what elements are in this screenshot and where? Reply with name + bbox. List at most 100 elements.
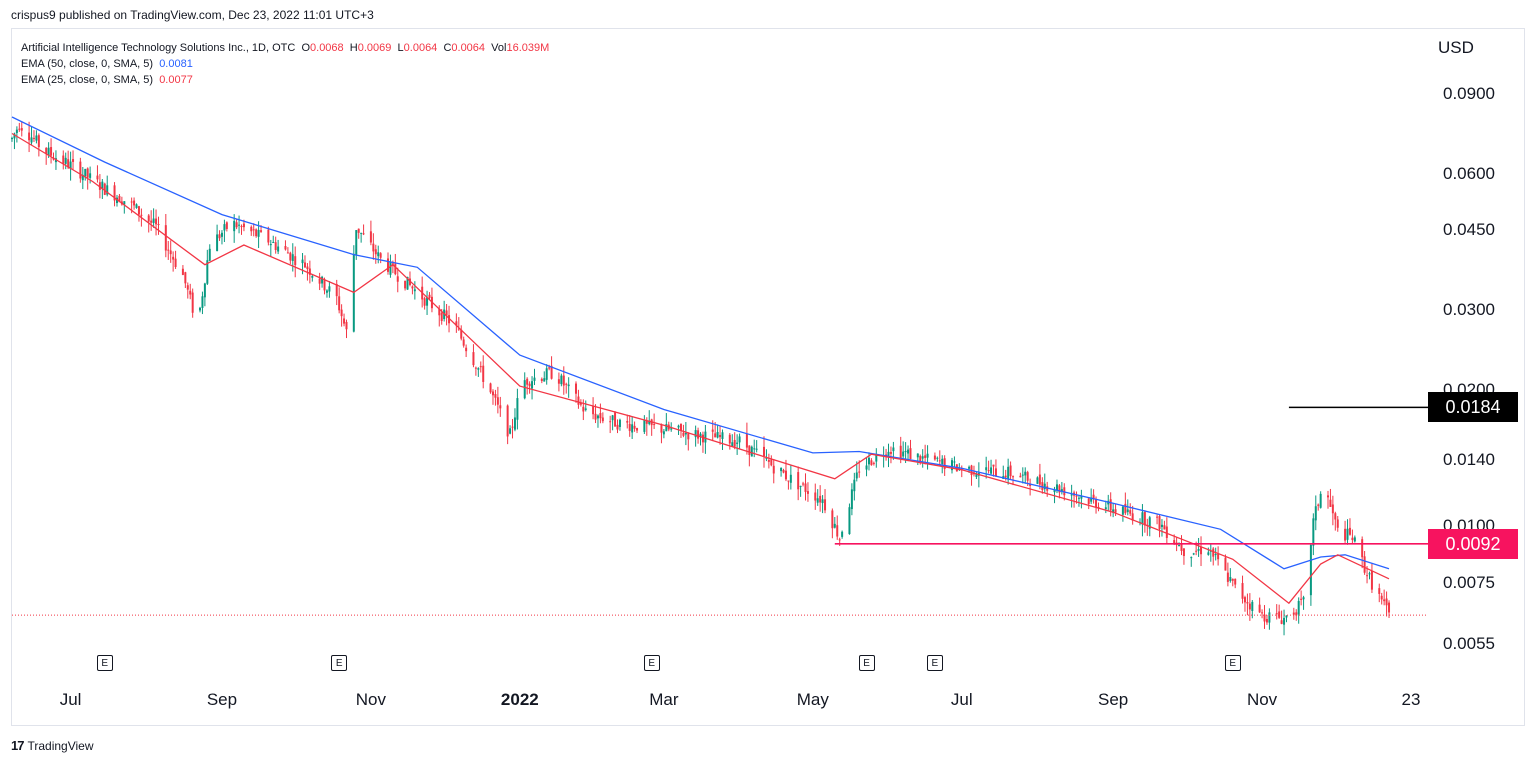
- earnings-marker[interactable]: E: [858, 655, 875, 671]
- candle: [225, 221, 228, 232]
- candle: [325, 289, 328, 298]
- candle: [513, 408, 516, 432]
- candle: [509, 425, 512, 435]
- candle: [1370, 563, 1373, 594]
- candle: [831, 508, 834, 539]
- candle: [191, 288, 194, 318]
- candle: [582, 399, 585, 421]
- ema50-line: [11, 116, 1390, 570]
- earnings-marker[interactable]: E: [96, 655, 113, 671]
- candle: [1080, 489, 1083, 509]
- candle: [377, 245, 380, 264]
- candle: [719, 426, 722, 445]
- candle: [443, 300, 446, 322]
- candle: [850, 483, 853, 516]
- candle: [1217, 546, 1220, 566]
- legend-symbol-row: Artificial Intelligence Technology Solut…: [21, 40, 549, 56]
- candle: [72, 150, 75, 170]
- candle: [574, 381, 577, 403]
- x-tick-label: May: [796, 690, 829, 709]
- y-tick-label: 0.0900: [1443, 84, 1495, 103]
- candle: [1292, 607, 1295, 620]
- earnings-marker[interactable]: E: [1224, 655, 1241, 671]
- candle: [11, 136, 13, 142]
- candle: [32, 130, 35, 143]
- earnings-marker[interactable]: E: [926, 655, 943, 671]
- candle: [69, 151, 72, 181]
- candle: [643, 415, 646, 434]
- candle: [1280, 610, 1283, 625]
- y-tick-label: 0.0450: [1443, 220, 1495, 240]
- candle: [577, 389, 580, 409]
- close-label: C: [443, 42, 452, 54]
- legend-ema50-row[interactable]: EMA (50, close, 0, SMA, 5) 0.0081: [21, 56, 549, 72]
- candle: [1314, 495, 1317, 531]
- candle: [84, 168, 87, 181]
- candle: [848, 503, 851, 535]
- candle: [184, 271, 187, 288]
- candle: [157, 216, 160, 235]
- candle: [1092, 489, 1095, 504]
- candle: [1368, 571, 1371, 580]
- candle: [1180, 535, 1183, 556]
- candle: [1317, 503, 1320, 511]
- candle: [328, 281, 331, 298]
- candle: [987, 460, 990, 474]
- candle: [1143, 510, 1146, 533]
- candle: [223, 219, 226, 243]
- volume-label: Vol: [491, 42, 507, 54]
- candle: [1231, 578, 1234, 587]
- candle: [728, 433, 731, 450]
- candle: [516, 388, 519, 430]
- candle: [531, 376, 534, 400]
- candle: [601, 412, 604, 424]
- candle: [1073, 490, 1076, 508]
- candle: [1383, 589, 1386, 606]
- candle: [172, 251, 175, 272]
- candle: [113, 182, 116, 207]
- candle: [1353, 535, 1356, 543]
- legend: Artificial Intelligence Technology Solut…: [21, 40, 549, 88]
- earnings-marker[interactable]: E: [643, 655, 660, 671]
- candle: [1319, 491, 1322, 509]
- candle: [1309, 543, 1312, 606]
- currency-label[interactable]: USD: [1438, 38, 1474, 57]
- candle: [736, 434, 739, 455]
- candle: [990, 459, 993, 475]
- candle: [396, 267, 399, 293]
- candle: [235, 218, 238, 230]
- candle: [1024, 467, 1027, 484]
- candle: [474, 366, 477, 376]
- candle: [731, 434, 734, 447]
- candle: [1251, 600, 1254, 619]
- candle: [528, 381, 531, 394]
- candle: [1207, 547, 1210, 556]
- candle: [491, 389, 494, 405]
- candle: [789, 465, 792, 490]
- candle: [411, 285, 414, 295]
- candle: [472, 344, 475, 368]
- candle: [665, 413, 668, 432]
- candle: [203, 282, 206, 307]
- candle: [614, 411, 617, 427]
- earnings-marker[interactable]: E: [331, 655, 348, 671]
- candle: [274, 236, 277, 254]
- candle: [1009, 461, 1012, 480]
- candle: [357, 228, 360, 239]
- candle: [992, 464, 995, 477]
- candle: [1214, 547, 1217, 561]
- candle: [1297, 597, 1300, 624]
- publisher-line: crispus9 published on TradingView.com, D…: [11, 8, 374, 22]
- candle: [423, 296, 426, 310]
- candle: [1331, 495, 1334, 526]
- candle: [308, 260, 311, 284]
- candle: [550, 356, 553, 380]
- candle: [360, 232, 363, 243]
- legend-ema25-row[interactable]: EMA (25, close, 0, SMA, 5) 0.0077: [21, 72, 549, 88]
- ema25-line: [11, 132, 1390, 605]
- candle: [609, 415, 612, 434]
- candle: [909, 439, 912, 460]
- candle: [543, 371, 546, 382]
- candle: [62, 150, 65, 170]
